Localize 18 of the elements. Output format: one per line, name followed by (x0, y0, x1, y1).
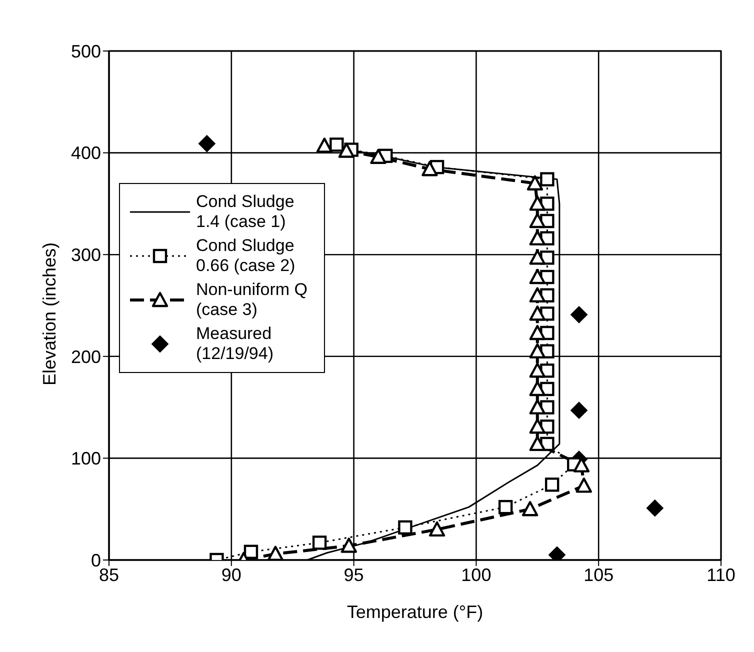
legend-label: Cond Sludge 0.66 (case 2) (196, 236, 296, 276)
y-tick-label: 100 (70, 448, 101, 469)
y-tick-label: 500 (70, 41, 101, 62)
legend-label: Cond Sludge 1.4 (case 1) (196, 192, 296, 232)
x-tick-label: 105 (584, 564, 614, 585)
legend-label: Non-uniform Q (case 3) (196, 280, 308, 320)
x-tick-label: 95 (344, 564, 364, 585)
x-tick-label: 110 (706, 564, 736, 585)
x-axis-title: Temperature (°F) (346, 602, 484, 622)
x-tick-label: 90 (221, 564, 242, 585)
y-tick-label: 0 (90, 550, 101, 570)
x-tick-label: 100 (461, 564, 492, 585)
y-tick-label: 400 (70, 143, 101, 164)
y-axis-title: Elevation (inches) (39, 242, 60, 386)
y-tick-label: 300 (70, 244, 101, 265)
y-tick-label: 200 (70, 346, 101, 367)
legend-label: Measured (12/19/94) (196, 324, 274, 364)
x-tick-label: 85 (98, 564, 120, 585)
